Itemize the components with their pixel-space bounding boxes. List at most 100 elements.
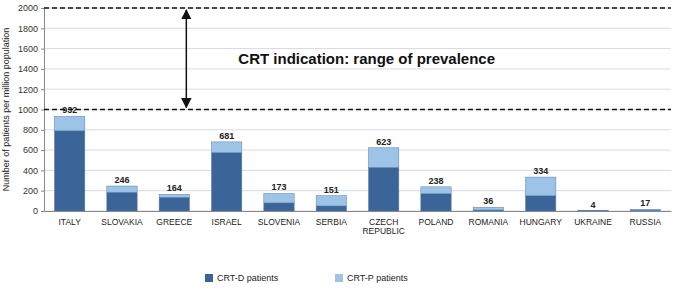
x-axis-line — [45, 211, 672, 212]
total-label: 164 — [167, 183, 182, 193]
x-tick: SLOVENIA — [258, 211, 301, 227]
bar — [107, 192, 137, 211]
y-tick-mark — [41, 49, 44, 50]
y-tick-label: 600 — [23, 145, 38, 155]
y-tick-mark — [41, 69, 44, 70]
total-label: 932 — [62, 105, 77, 115]
legend-swatch — [205, 274, 213, 282]
bar — [630, 210, 660, 211]
x-tick-label: HUNGARY — [520, 217, 563, 227]
y-tick-mark — [41, 130, 44, 131]
grid-line — [44, 109, 671, 110]
total-label: 17 — [640, 198, 650, 208]
x-tick-label: ITALY — [58, 217, 81, 227]
grid-line — [44, 28, 671, 29]
bar — [526, 196, 556, 211]
x-tick-label: SLOVENIA — [258, 217, 301, 227]
x-tick-label: RUSSIA — [630, 217, 662, 227]
y-tick-label: 0 — [33, 206, 38, 216]
y-tick-label: 1000 — [18, 105, 38, 115]
y-axis: 0 200 400 600 800 1000 1200 1400 1600 1800 2000 — [18, 3, 45, 216]
y-tick: 1600 — [18, 44, 44, 54]
x-tick-label: SLOVAKIA — [101, 217, 143, 227]
y-tick: 0 — [33, 206, 44, 216]
grid-line — [44, 129, 671, 130]
total-label: 4 — [591, 200, 596, 210]
bar — [159, 194, 189, 197]
grid-line — [44, 170, 671, 171]
bar — [264, 193, 294, 202]
bar — [107, 186, 137, 192]
y-tick-mark — [41, 170, 44, 171]
y-tick-mark — [41, 150, 44, 151]
chart: 0 200 400 600 800 1000 1200 1400 1600 1800 2000 ITA… — [0, 0, 677, 293]
y-tick-label: 1200 — [18, 85, 38, 95]
legend-item: CRT-P patients — [335, 273, 408, 283]
legend-label: CRT-P patients — [347, 273, 408, 283]
grid-line — [44, 89, 671, 90]
y-tick: 1200 — [18, 85, 44, 95]
total-label: 173 — [271, 182, 286, 192]
y-tick-label: 200 — [23, 186, 38, 196]
x-tick: ITALY — [58, 211, 81, 227]
y-tick: 400 — [23, 166, 44, 176]
annotation-text: CRT indication: range of prevalence — [238, 50, 495, 67]
grid-line — [44, 190, 671, 191]
x-tick-label: CZECHREPUBLIC — [362, 217, 405, 236]
x-tick: HUNGARY — [520, 211, 563, 227]
x-tick-label: POLAND — [419, 217, 454, 227]
grid-line — [44, 68, 671, 69]
y-tick: 600 — [23, 145, 44, 155]
x-tick: SLOVAKIA — [101, 211, 143, 227]
bar — [211, 153, 241, 211]
series — [54, 131, 660, 211]
y-tick: 2000 — [18, 3, 44, 13]
x-tick-label: ROMANIA — [469, 217, 509, 227]
bar — [578, 210, 608, 211]
x-tick: GREECE — [156, 211, 192, 227]
y-tick: 1800 — [18, 24, 44, 34]
range-line — [44, 109, 671, 110]
annotation: CRT indication: range of prevalence — [44, 8, 671, 110]
y-tick-label: 1600 — [18, 44, 38, 54]
bar — [368, 148, 398, 168]
y-tick-label: 1800 — [18, 24, 38, 34]
grid-line — [44, 150, 671, 151]
total-label: 36 — [483, 196, 493, 206]
bars — [54, 116, 660, 211]
x-tick: CZECHREPUBLIC — [362, 211, 405, 236]
y-tick-mark — [41, 191, 44, 192]
range-arrow — [186, 10, 188, 108]
bar — [630, 209, 660, 211]
y-tick: 800 — [23, 125, 44, 135]
grid — [44, 8, 671, 211]
x-tick: POLAND — [419, 211, 454, 227]
x-axis: ITALY SLOVAKIA GREECE ISRAEL SLOVENIA SERBIA C… — [45, 211, 672, 236]
x-tick-label: SERBIA — [316, 217, 348, 227]
total-labels: 93224616468117315162323836334417 — [62, 105, 650, 209]
x-tick-label: ISRAEL — [212, 217, 243, 227]
y-tick-label: 800 — [23, 125, 38, 135]
bar — [421, 194, 451, 211]
bar — [264, 203, 294, 211]
y-tick: 1400 — [18, 64, 44, 74]
legend-item: CRT-D patients — [205, 273, 279, 283]
bar — [368, 167, 398, 211]
y-tick-mark — [41, 89, 44, 90]
y-tick-mark — [41, 8, 44, 9]
y-axis-title: Number of patients per million populatio… — [1, 28, 11, 192]
bar — [526, 177, 556, 196]
bar — [159, 197, 189, 211]
bar — [316, 196, 346, 206]
legend: CRT-D patients CRT-P patients — [205, 273, 408, 283]
bar — [316, 206, 346, 211]
x-tick-label: UKRAINE — [574, 217, 612, 227]
x-tick: UKRAINE — [574, 211, 612, 227]
grid-line — [44, 211, 671, 212]
x-tick: RUSSIA — [630, 211, 662, 227]
legend-swatch — [335, 274, 343, 282]
x-tick: ROMANIA — [469, 211, 509, 227]
y-tick-mark — [41, 28, 44, 29]
grid-line — [44, 8, 671, 9]
total-label: 238 — [428, 176, 443, 186]
